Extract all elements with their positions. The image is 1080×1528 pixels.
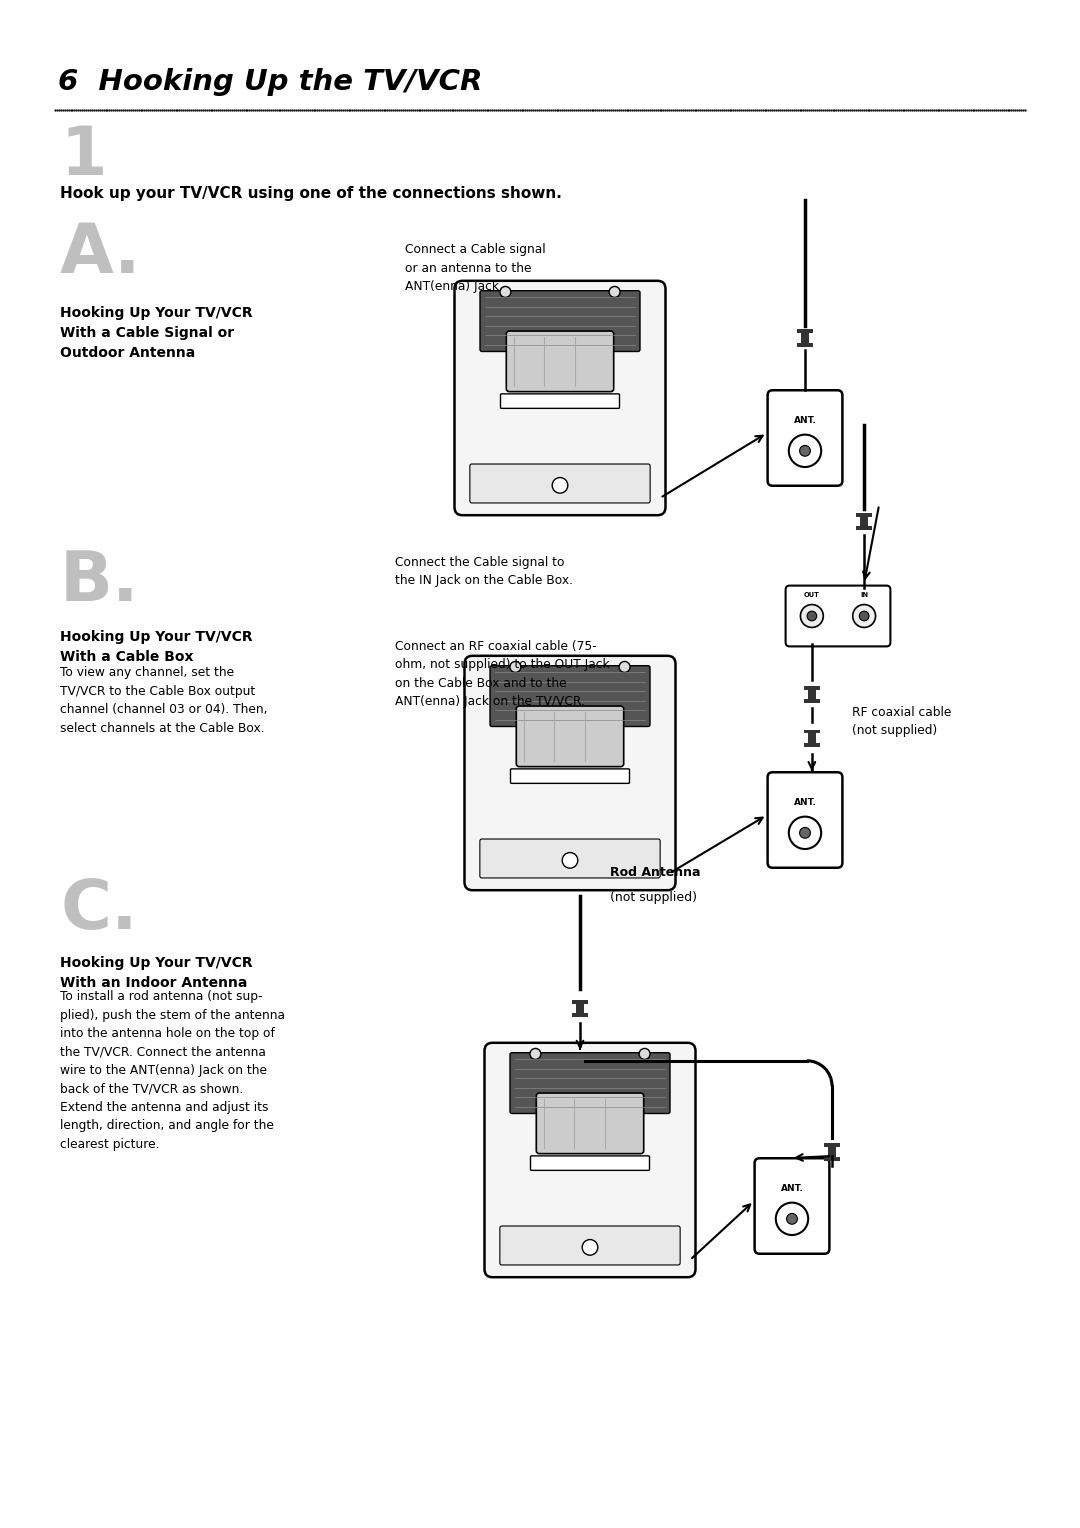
Bar [797, 329, 813, 333]
Text: B.: B. [60, 549, 139, 614]
FancyBboxPatch shape [500, 394, 620, 408]
Circle shape [619, 662, 630, 672]
Circle shape [500, 286, 511, 298]
Bar [572, 1013, 588, 1018]
FancyBboxPatch shape [455, 281, 665, 515]
Bar [827, 1143, 836, 1160]
Bar [824, 1143, 839, 1148]
FancyBboxPatch shape [530, 1155, 649, 1170]
FancyBboxPatch shape [480, 839, 660, 879]
Bar [808, 729, 816, 747]
Circle shape [582, 1239, 598, 1254]
Circle shape [799, 828, 810, 839]
Text: RF coaxial cable
(not supplied): RF coaxial cable (not supplied) [852, 706, 951, 738]
Circle shape [563, 853, 578, 868]
FancyBboxPatch shape [500, 1225, 680, 1265]
Circle shape [510, 662, 521, 672]
Text: ANT.: ANT. [794, 417, 816, 425]
FancyBboxPatch shape [490, 666, 650, 726]
Circle shape [788, 434, 821, 468]
Text: (not supplied): (not supplied) [610, 891, 697, 903]
FancyBboxPatch shape [511, 769, 630, 784]
Text: Hooking Up Your TV/VCR
With a Cable Box: Hooking Up Your TV/VCR With a Cable Box [60, 630, 253, 665]
Bar [860, 513, 868, 530]
Text: Hook up your TV/VCR using one of the connections shown.: Hook up your TV/VCR using one of the con… [60, 186, 562, 202]
Circle shape [775, 1203, 808, 1235]
Circle shape [609, 286, 620, 298]
Bar [805, 700, 820, 703]
Text: Connect an RF coaxial cable (75-
ohm, not supplied) to the OUT Jack
on the Cable: Connect an RF coaxial cable (75- ohm, no… [395, 640, 609, 709]
Circle shape [786, 1213, 797, 1224]
Circle shape [853, 605, 876, 628]
Bar [805, 743, 820, 747]
FancyBboxPatch shape [516, 706, 624, 767]
Circle shape [807, 611, 816, 620]
Text: 1: 1 [60, 122, 107, 189]
Text: Connect the Cable signal to
the IN Jack on the Cable Box.: Connect the Cable signal to the IN Jack … [395, 556, 573, 587]
FancyBboxPatch shape [464, 656, 675, 891]
Bar [800, 329, 809, 347]
Circle shape [860, 611, 869, 620]
Circle shape [552, 478, 568, 494]
FancyBboxPatch shape [755, 1158, 829, 1254]
Bar [797, 342, 813, 347]
Circle shape [800, 605, 823, 628]
Text: Hooking Up Your TV/VCR
With an Indoor Antenna: Hooking Up Your TV/VCR With an Indoor An… [60, 957, 253, 990]
Text: To install a rod antenna (not sup-
plied), push the stem of the antenna
into the: To install a rod antenna (not sup- plied… [60, 990, 285, 1151]
Bar [805, 729, 820, 733]
FancyBboxPatch shape [507, 332, 613, 391]
FancyBboxPatch shape [510, 1053, 670, 1114]
Text: Rod Antenna: Rod Antenna [610, 866, 701, 879]
Bar [856, 526, 872, 530]
Text: ANT.: ANT. [794, 799, 816, 807]
FancyBboxPatch shape [768, 772, 842, 868]
FancyBboxPatch shape [485, 1042, 696, 1277]
Text: Hooking Up Your TV/VCR
With a Cable Signal or
Outdoor Antenna: Hooking Up Your TV/VCR With a Cable Sign… [60, 306, 253, 361]
FancyBboxPatch shape [480, 290, 640, 351]
Bar [572, 1001, 588, 1004]
Circle shape [530, 1048, 541, 1059]
Bar [856, 513, 872, 516]
Bar [805, 686, 820, 689]
FancyBboxPatch shape [537, 1093, 644, 1154]
Text: A.: A. [60, 220, 141, 287]
Text: Connect a Cable signal
or an antenna to the
ANT(enna) Jack.: Connect a Cable signal or an antenna to … [405, 243, 545, 293]
Text: To view any channel, set the
TV/VCR to the Cable Box output
channel (channel 03 : To view any channel, set the TV/VCR to t… [60, 666, 268, 735]
Text: IN: IN [860, 591, 868, 597]
Text: 6  Hooking Up the TV/VCR: 6 Hooking Up the TV/VCR [58, 69, 483, 96]
Circle shape [799, 446, 810, 457]
Text: OUT: OUT [804, 591, 820, 597]
FancyBboxPatch shape [470, 465, 650, 503]
FancyBboxPatch shape [785, 585, 890, 646]
Text: ANT.: ANT. [781, 1184, 804, 1193]
Bar [824, 1157, 839, 1160]
FancyBboxPatch shape [768, 390, 842, 486]
Bar [576, 1001, 584, 1018]
Text: C.: C. [60, 876, 137, 943]
Bar [808, 686, 816, 703]
Circle shape [639, 1048, 650, 1059]
Circle shape [788, 816, 821, 850]
